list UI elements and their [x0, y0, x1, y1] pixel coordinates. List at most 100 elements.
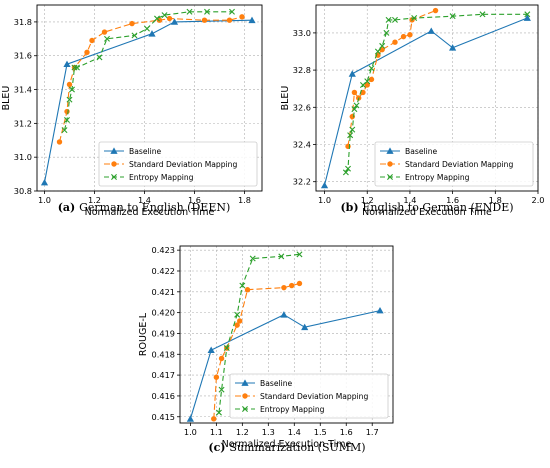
chart-1-series-3-point — [64, 116, 70, 123]
chart-2-legend-marker-2 — [387, 161, 393, 167]
chart-3-legend-marker-2 — [242, 393, 248, 399]
chart-3-series-2-point — [237, 318, 243, 324]
chart-3-axes-frame — [179, 245, 394, 424]
chart-2-x-axis-label: Normalized Execution Time — [362, 207, 492, 218]
chart-1-y-axis-label: BLEU — [1, 86, 12, 111]
chart-1-y-tick-label: 31.0 — [14, 152, 32, 162]
chart-2-series-3-point — [351, 106, 358, 113]
chart-2-series-3-point — [368, 65, 375, 72]
chart-2-series-2-point — [351, 89, 358, 96]
chart-3-caption-tag: (c) — [208, 441, 229, 454]
chart-2-x-tick-label: 1.8 — [489, 195, 502, 205]
chart-3-y-tick-label: 0.417 — [152, 370, 175, 380]
chart-1-series-2-point — [226, 17, 233, 23]
chart-1-y-tick-label: 30.8 — [14, 186, 32, 196]
chart-1-y-tick-label: 31.6 — [14, 51, 32, 61]
chart-2-series-3-point — [353, 102, 360, 109]
chart-2-caption-tag: (b) — [340, 201, 362, 214]
chart-2-series-2-point — [368, 76, 375, 83]
chart-3-x-tick-label: 1.0 — [184, 427, 197, 437]
chart-3-y-tick-label: 0.423 — [152, 245, 175, 255]
chart-2-x-tick-label: 2.0 — [531, 195, 544, 205]
chart-2-series-2-point — [364, 82, 370, 88]
chart-1-series-2-point — [56, 139, 63, 145]
chart-1-x-tick-label: 1.6 — [188, 195, 201, 205]
chart-2-series-2-point — [392, 39, 398, 45]
chart-1-legend-marker-1 — [110, 147, 118, 154]
chart-2-y-tick-label: 32.4 — [293, 140, 311, 150]
chart-3-x-tick-label: 1.2 — [236, 427, 249, 437]
chart-2-series-3-point — [349, 126, 356, 133]
chart-2-series-3-point — [385, 16, 392, 23]
chart-2-x-tick-label: 1.2 — [361, 195, 374, 205]
chart-1-series-3-point — [204, 8, 210, 15]
chart-3-series-2-point — [288, 282, 295, 289]
chart-3-y-tick-label: 0.418 — [152, 349, 175, 359]
chart-1-series-1-point — [148, 30, 156, 37]
chart-1-series-3-point — [144, 25, 150, 32]
chart-3-series-2-point — [281, 284, 287, 291]
chart-2-x-tick-label: 1.4 — [403, 195, 416, 205]
chart-3-x-tick-label: 1.4 — [288, 427, 301, 437]
chart-3-series-2-point — [234, 322, 240, 328]
chart-2-series-1-point — [348, 70, 356, 77]
chart-2-series-2-point — [407, 32, 413, 38]
chart-3-y-tick-label: 0.421 — [152, 287, 175, 297]
chart-1-series-2-point — [89, 37, 95, 44]
chart-1-legend-label-3: Entropy Mapping — [129, 173, 194, 182]
chart-2-series-3-point — [411, 15, 418, 22]
chart-3-legend-label-2: Standard Deviation Mapping — [260, 392, 368, 401]
chart-3-series-2-point — [296, 280, 303, 287]
chart-3-y-tick-label: 0.415 — [152, 412, 175, 422]
chart-1-series-3-point — [161, 12, 168, 19]
chart-2-series-3-point — [374, 48, 381, 55]
chart-3-y-tick-label: 0.420 — [152, 308, 175, 318]
chart-1-series-2-point — [66, 81, 73, 88]
chart-3-legend-marker-3 — [242, 406, 248, 412]
chart-3-series-2-point — [213, 374, 220, 380]
chart-1-series-3-point — [71, 64, 78, 71]
chart-1-series-2-point — [239, 14, 245, 20]
chart-1-legend-marker-2 — [111, 161, 117, 167]
chart-3-y-axis-label: ROUGE-L — [138, 312, 149, 356]
chart-3-caption-text: Summarization (SUMM) — [229, 441, 365, 454]
chart-3-series-3-point — [239, 282, 246, 289]
chart-1-series-2-point — [101, 29, 108, 35]
chart-3-x-tick-label: 1.3 — [262, 427, 275, 437]
chart-1-caption-text: German to English (DEEN) — [79, 201, 230, 214]
chart-3-series-1-point — [301, 323, 309, 331]
chart-2-series-3-point — [479, 11, 486, 18]
chart-1-series-1-point — [170, 18, 179, 25]
chart-2-series-3-point — [449, 13, 456, 20]
chart-3-legend — [229, 373, 389, 419]
chart-2-y-axis-label: BLEU — [280, 86, 291, 111]
chart-1-legend-marker-3 — [111, 174, 117, 180]
chart-3-series-3-point — [278, 253, 285, 260]
chart-2-legend-label-2: Standard Deviation Mapping — [405, 160, 513, 169]
chart-1-y-tick-label: 31.2 — [14, 118, 32, 128]
chart-3-series-3-line — [218, 253, 300, 413]
chart-3-x-tick-label: 1.5 — [314, 427, 327, 437]
chart-2-series-2-point — [400, 33, 407, 40]
chart-1-x-axis-label: Normalized Execution Time — [85, 207, 215, 218]
chart-2-series-1-point — [320, 181, 329, 189]
chart-1-series-1-point — [40, 178, 49, 186]
chart-3-series-1-point — [186, 415, 194, 422]
chart-3-x-tick-label: 1.1 — [210, 427, 223, 437]
chart-1-series-3-point — [96, 54, 103, 61]
chart-3-series-3-point — [234, 311, 241, 318]
chart-2-series-3-point — [342, 169, 349, 176]
chart-1-series-3-point — [74, 64, 80, 71]
chart-2-y-tick-label: 33.0 — [293, 28, 311, 38]
chart-2-y-tick-label: 32.6 — [293, 102, 311, 112]
chart-3-series-3-point — [223, 345, 230, 352]
chart-3-series-3-point — [296, 251, 303, 258]
chart-3-caption: (c) Summarization (SUMM) — [208, 441, 365, 454]
chart-2-x-tick-label: 1.6 — [446, 195, 459, 205]
chart-3-series-3-point — [215, 409, 222, 416]
chart-2-caption: (b) English to German (ENDE) — [340, 201, 513, 214]
chart-1-series-3-point — [154, 15, 160, 22]
chart-3-series-1-point — [376, 306, 384, 314]
